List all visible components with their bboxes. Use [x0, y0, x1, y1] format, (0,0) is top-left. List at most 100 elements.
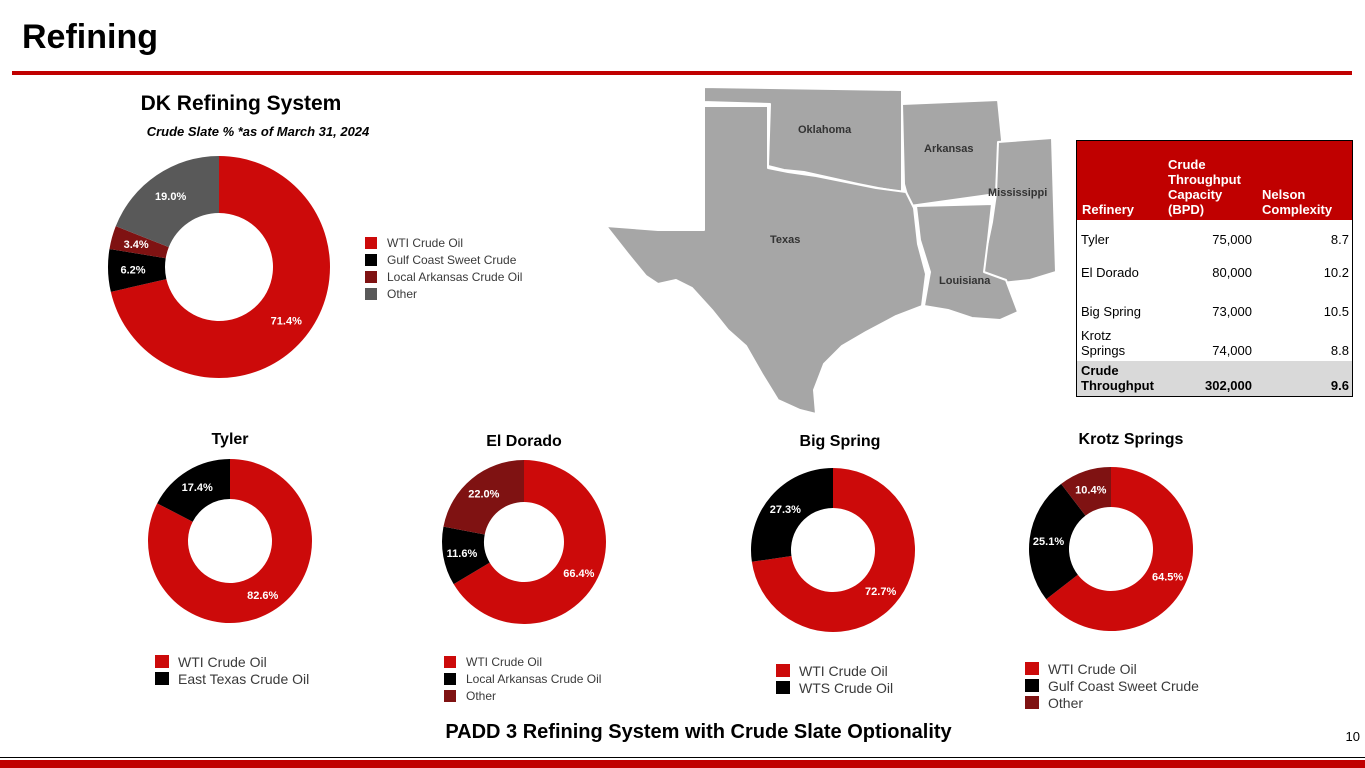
eldorado-legend-item: Other	[444, 687, 601, 704]
system-legend-label: Other	[387, 286, 418, 301]
bigspring-legend-swatch	[776, 664, 790, 677]
tyler-data-label-wti-crude-oil: 82.6%	[247, 590, 278, 602]
system-donut-chart: 71.4% 6.2% 3.4% 19.0%	[107, 156, 330, 378]
footer-divider	[0, 757, 1365, 758]
system-legend-swatch	[365, 236, 377, 249]
bigspring-data-label-wts-crude-oil: 27.3%	[770, 504, 801, 516]
eldorado-legend: WTI Crude Oil Local Arkansas Crude Oil Oth…	[444, 653, 601, 704]
header-capacity-line: Crude	[1168, 157, 1206, 172]
table-total-row: Crude Throughput 302,000 9.6	[1077, 361, 1352, 396]
footer-bar	[0, 760, 1365, 768]
system-slice-other	[115, 156, 219, 248]
system-data-label-wti-crude-oil: 71.4%	[271, 316, 302, 328]
tyler-legend: WTI Crude Oil East Texas Crude Oil	[155, 653, 309, 687]
row-capacity: 74,000	[1212, 343, 1252, 358]
eldorado-slice-other	[443, 460, 524, 535]
bigspring-legend-item: WTI Crude Oil	[776, 662, 893, 679]
map-label-louisiana: Louisiana	[939, 275, 991, 287]
krotz-legend-swatch	[1025, 696, 1039, 709]
bigspring-slice-wts-crude-oil	[751, 468, 833, 562]
bigspring-legend-swatch	[776, 681, 790, 694]
eldorado-data-label-local-arkansas-crude-oil: 11.6%	[447, 548, 478, 560]
table-row: El Dorado 80,000 10.2	[1077, 250, 1352, 283]
krotz-legend-swatch	[1025, 679, 1039, 692]
bigspring-legend-label: WTI Crude Oil	[799, 662, 888, 679]
tyler-data-label-east-texas-crude-oil: 17.4%	[182, 482, 213, 494]
total-nelson: 9.6	[1330, 378, 1349, 393]
table-header-nelson: Nelson Complexity	[1262, 187, 1332, 217]
header-capacity-line: Throughput	[1168, 172, 1241, 187]
padd3-map: Oklahoma Arkansas Mississippi Texas Loui…	[605, 86, 1057, 415]
table-header-refinery: Refinery	[1082, 202, 1134, 217]
krotz-slice-wti-crude-oil	[1046, 467, 1193, 631]
eldorado-donut-chart: 66.4% 11.6% 22.0%	[442, 460, 606, 624]
header-capacity-line: Capacity	[1168, 187, 1223, 202]
tyler-legend-item: East Texas Crude Oil	[155, 670, 309, 687]
system-slice-gulf-coast-sweet-crude	[107, 248, 167, 292]
header-refinery-text: Refinery	[1082, 202, 1135, 217]
system-slice-local-arkansas-crude-oil	[109, 226, 169, 259]
system-chart-title: DK Refining System	[140, 92, 342, 115]
header-nelson-line: Nelson	[1262, 187, 1306, 202]
eldorado-legend-item: WTI Crude Oil	[444, 653, 601, 670]
row-refinery-line: Krotz	[1081, 328, 1112, 343]
map-label-mississippi: Mississippi	[988, 187, 1047, 199]
map-label-texas: Texas	[770, 234, 800, 246]
bigspring-legend-label: WTS Crude Oil	[799, 679, 894, 696]
system-legend: WTI Crude Oil Gulf Coast Sweet Crude Local…	[365, 234, 522, 302]
bottom-caption: PADD 3 Refining System with Crude Slate …	[445, 721, 952, 743]
krotz-legend-label: Gulf Coast Sweet Crude	[1048, 677, 1199, 694]
system-data-label-local-arkansas-crude-oil: 3.4%	[124, 239, 149, 251]
krotz-legend-label: WTI Crude Oil	[1048, 660, 1137, 677]
eldorado-data-label-wti-crude-oil: 66.4%	[563, 568, 594, 580]
row-capacity: 75,000	[1212, 232, 1252, 247]
tyler-slice-east-texas-crude-oil	[157, 459, 230, 522]
krotz-slice-gulf-coast-sweet-crude	[1029, 483, 1086, 600]
krotz-legend: WTI Crude Oil Gulf Coast Sweet Crude Other	[1025, 660, 1199, 711]
table-header: Refinery Crude Throughput Capacity (BPD)…	[1077, 141, 1352, 220]
page-title: Refining	[22, 18, 158, 56]
bigspring-data-label-wti-crude-oil: 72.7%	[865, 586, 896, 598]
row-refinery: Tyler	[1081, 232, 1110, 247]
map-state-texas	[605, 105, 927, 415]
system-legend-item: Gulf Coast Sweet Crude	[365, 251, 522, 268]
total-label-line: Throughput	[1081, 378, 1154, 393]
system-data-label-other: 19.0%	[155, 191, 186, 203]
tyler-donut-chart: 82.6% 17.4%	[147, 459, 312, 623]
eldorado-legend-swatch	[444, 672, 456, 685]
map-label-oklahoma: Oklahoma	[798, 124, 852, 136]
krotz-legend-item: Other	[1025, 694, 1199, 711]
map-label-arkansas: Arkansas	[924, 143, 974, 155]
eldorado-legend-label: Other	[466, 688, 497, 703]
system-legend-item: Other	[365, 285, 522, 302]
eldorado-legend-item: Local Arkansas Crude Oil	[444, 670, 601, 687]
row-refinery: El Dorado	[1081, 265, 1139, 280]
tyler-legend-item: WTI Crude Oil	[155, 653, 309, 670]
row-nelson: 10.5	[1323, 304, 1349, 319]
table-row: Tyler 75,000 8.7	[1077, 220, 1352, 250]
row-capacity: 80,000	[1212, 265, 1252, 280]
krotz-chart-title: Krotz Springs	[1078, 431, 1184, 448]
total-label: Crude Throughput	[1081, 363, 1154, 393]
system-data-label-gulf-coast-sweet-crude: 6.2%	[121, 265, 146, 277]
row-refinery: Krotz Springs	[1081, 328, 1125, 358]
eldorado-legend-label: Local Arkansas Crude Oil	[466, 671, 602, 686]
system-slice-wti-crude-oil	[110, 156, 330, 378]
page-number: 10	[1345, 729, 1360, 744]
bigspring-donut-chart: 72.7% 27.3%	[751, 468, 915, 632]
tyler-legend-label: WTI Crude Oil	[178, 653, 267, 670]
krotz-legend-item: Gulf Coast Sweet Crude	[1025, 677, 1199, 694]
system-legend-item: WTI Crude Oil	[365, 234, 522, 251]
tyler-legend-label: East Texas Crude Oil	[178, 670, 310, 687]
header-nelson-line: Complexity	[1262, 202, 1333, 217]
row-nelson: 10.2	[1323, 265, 1349, 280]
row-capacity: 73,000	[1212, 304, 1252, 319]
krotz-donut-chart: 64.5% 25.1% 10.4%	[1029, 467, 1193, 631]
row-refinery-line: Springs	[1081, 343, 1126, 358]
eldorado-slice-local-arkansas-crude-oil	[442, 526, 490, 585]
map-state-louisiana	[915, 203, 1019, 321]
tyler-chart-title: Tyler	[211, 431, 249, 448]
table-row: Big Spring 73,000 10.5	[1077, 283, 1352, 322]
total-capacity: 302,000	[1205, 378, 1252, 393]
krotz-data-label-gulf-coast-sweet-crude: 25.1%	[1033, 536, 1064, 548]
